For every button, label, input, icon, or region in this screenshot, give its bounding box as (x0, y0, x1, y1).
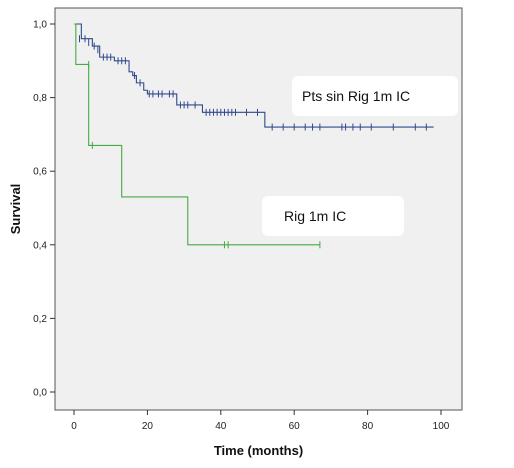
annotations: Pts sin Rig 1m IC Rig 1m IC (262, 76, 458, 236)
x-tick-label: 0 (71, 421, 77, 432)
series-green (74, 23, 321, 249)
y-axis-title: Survival (8, 184, 23, 235)
y-tick-label: 0,8 (33, 93, 47, 104)
annotation-box-green (262, 196, 404, 236)
series-blue (74, 23, 434, 131)
x-tick-label: 60 (289, 421, 301, 432)
x-tick-label: 80 (362, 421, 374, 432)
y-tick-label: 0,0 (33, 388, 47, 399)
survival-step-line (74, 23, 320, 246)
y-tick-label: 0,6 (33, 167, 47, 178)
annotation-box-blue (292, 76, 458, 116)
annotation-label-blue: Pts sin Rig 1m IC (302, 88, 410, 104)
annotation-label-green: Rig 1m IC (284, 208, 346, 224)
axes: 0,0 0,2 0,4 0,6 0,8 1,0 0 20 40 60 80 100 (33, 20, 450, 433)
x-tick-label: 100 (433, 421, 450, 432)
y-tick-label: 0,4 (33, 240, 47, 251)
series-layer (74, 23, 434, 249)
x-tick-label: 20 (142, 421, 154, 432)
x-tick-label: 40 (215, 421, 227, 432)
y-tick-label: 0,2 (33, 314, 47, 325)
y-tick-label: 1,0 (33, 20, 47, 31)
x-axis-title: Time (months) (214, 443, 303, 458)
